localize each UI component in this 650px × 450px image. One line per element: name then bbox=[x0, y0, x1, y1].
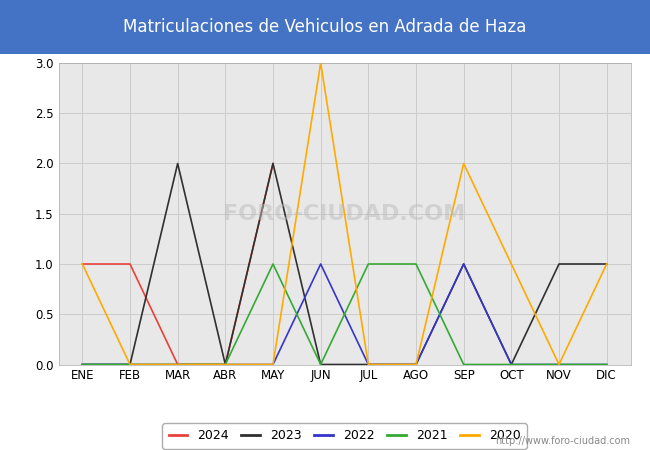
Text: Matriculaciones de Vehiculos en Adrada de Haza: Matriculaciones de Vehiculos en Adrada d… bbox=[124, 18, 526, 36]
Text: http://www.foro-ciudad.com: http://www.foro-ciudad.com bbox=[495, 436, 630, 446]
Text: FORO-CIUDAD.COM: FORO-CIUDAD.COM bbox=[224, 204, 465, 224]
Legend: 2024, 2023, 2022, 2021, 2020: 2024, 2023, 2022, 2021, 2020 bbox=[162, 423, 526, 449]
